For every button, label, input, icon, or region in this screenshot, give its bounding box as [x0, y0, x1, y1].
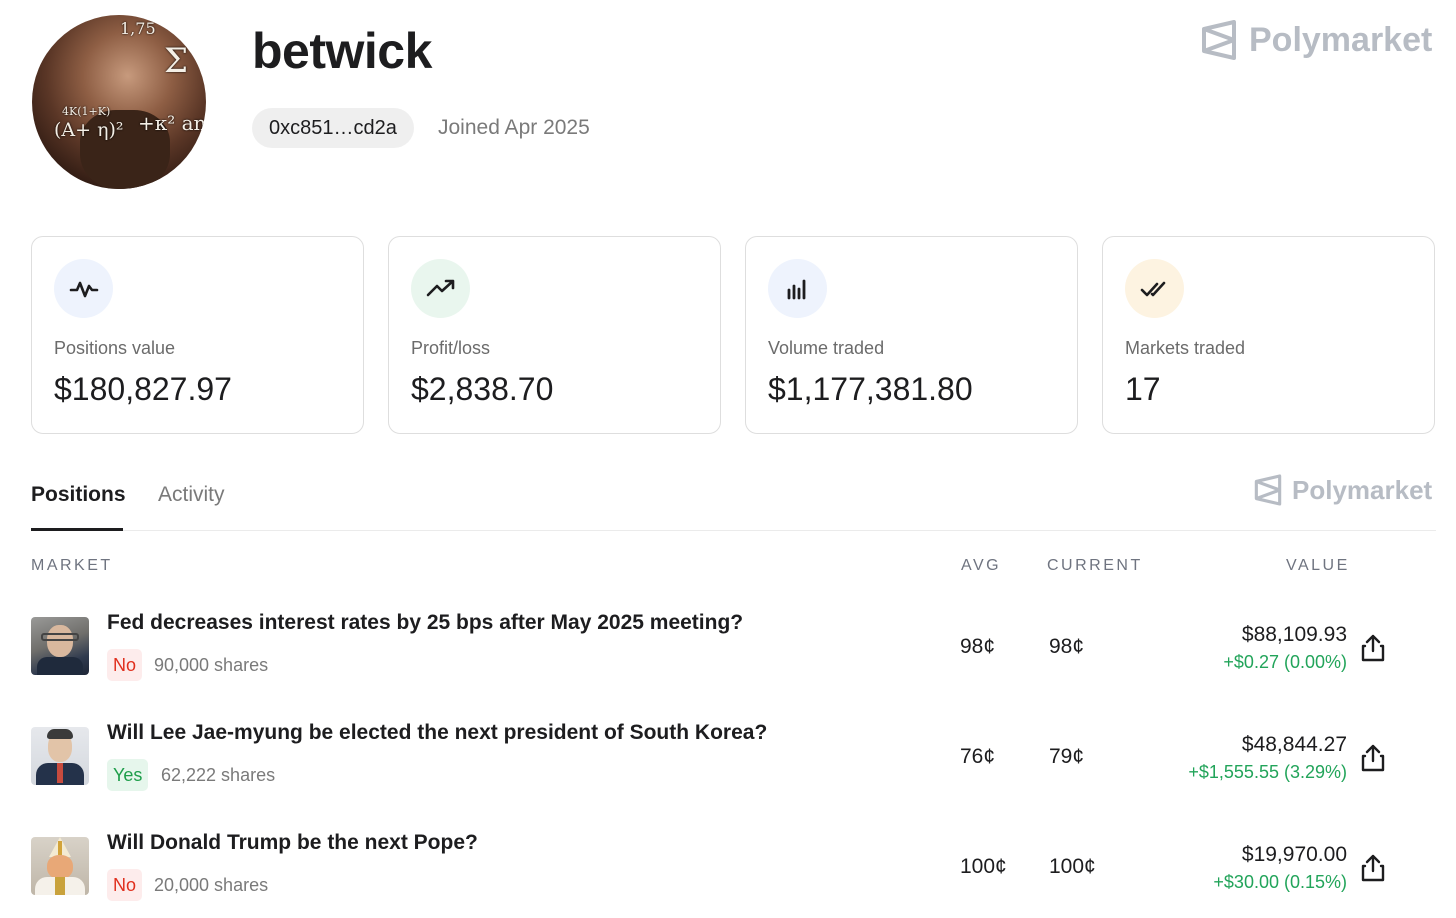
tabs-divider [31, 530, 1436, 531]
column-header-value[interactable]: VALUE [1286, 557, 1350, 574]
trending-up-icon [411, 259, 470, 318]
stat-label: Volume traded [768, 338, 885, 358]
share-icon[interactable] [1359, 633, 1387, 663]
position-row[interactable]: Will Lee Jae-myung be elected the next p… [0, 721, 1456, 837]
bar-chart-icon [768, 259, 827, 318]
market-thumbnail [31, 837, 89, 895]
current-price: 100¢ [1049, 855, 1096, 878]
avatar-equation: +κ² an [138, 111, 206, 135]
avatar-equation: Σ [164, 41, 189, 81]
avg-price: 100¢ [960, 855, 1007, 878]
stat-value: $1,177,381.80 [768, 371, 973, 407]
share-icon[interactable] [1359, 853, 1387, 883]
tab-activity[interactable]: Activity [158, 483, 225, 506]
wallet-address-pill[interactable]: 0xc851…cd2a [252, 108, 414, 148]
polymarket-mark-icon [1254, 474, 1282, 506]
profile-avatar: 1,75 Σ 4K(1+K) (A+ η)² +κ² an [32, 15, 206, 189]
polymarket-wordmark: Polymarket [1249, 20, 1433, 59]
position-value: $19,970.00 [1241, 843, 1347, 866]
stat-label: Markets traded [1125, 338, 1246, 358]
tab-positions[interactable]: Positions [31, 483, 126, 506]
position-change: +$0.27 (0.00%) [1223, 652, 1347, 672]
current-price: 79¢ [1049, 745, 1085, 768]
shares-count: 20,000 shares [154, 875, 269, 895]
market-question[interactable]: Fed decreases interest rates by 25 bps a… [107, 611, 744, 634]
market-thumbnail [31, 617, 89, 675]
shares-count: 62,222 shares [161, 765, 276, 785]
avg-price: 98¢ [960, 635, 996, 658]
stat-value: $180,827.97 [54, 371, 232, 407]
position-change: +$30.00 (0.15%) [1213, 872, 1347, 892]
stat-card-markets-traded: Markets traded 17 [1102, 236, 1435, 434]
username: betwick [252, 23, 432, 79]
stat-value: 17 [1125, 371, 1161, 407]
stat-card-positions-value: Positions value $180,827.97 [31, 236, 364, 434]
polymarket-mark-icon [1202, 20, 1236, 60]
share-icon[interactable] [1359, 743, 1387, 773]
outcome-badge: No [107, 869, 143, 901]
market-question[interactable]: Will Lee Jae-myung be elected the next p… [107, 721, 768, 744]
position-value: $88,109.93 [1241, 623, 1347, 646]
market-question[interactable]: Will Donald Trump be the next Pope? [107, 831, 478, 854]
joined-date: Joined Apr 2025 [438, 116, 590, 139]
current-price: 98¢ [1049, 635, 1085, 658]
polymarket-logo: Polymarket [1254, 474, 1432, 506]
avatar-equation: (A+ η)² [54, 119, 124, 141]
position-change: +$1,555.55 (3.29%) [1188, 762, 1347, 782]
stat-label: Profit/loss [411, 338, 491, 358]
column-header-current[interactable]: CURRENT [1047, 557, 1143, 574]
polymarket-logo: Polymarket [1201, 20, 1432, 60]
stat-card-volume-traded: Volume traded $1,177,381.80 [745, 236, 1078, 434]
stat-card-profit-loss: Profit/loss $2,838.70 [388, 236, 721, 434]
shares-count: 90,000 shares [154, 655, 269, 675]
market-thumbnail [31, 727, 89, 785]
stat-label: Positions value [54, 338, 176, 358]
outcome-badge: Yes [107, 759, 149, 791]
stat-value: $2,838.70 [411, 371, 554, 407]
avg-price: 76¢ [960, 745, 996, 768]
position-row[interactable]: Fed decreases interest rates by 25 bps a… [0, 611, 1456, 727]
avatar-equation: 4K(1+K) [62, 105, 111, 118]
position-row[interactable]: Will Donald Trump be the next Pope? No 2… [0, 831, 1456, 918]
position-value: $48,844.27 [1241, 733, 1347, 756]
outcome-badge: No [107, 649, 143, 681]
column-header-avg[interactable]: AVG [961, 557, 1002, 574]
avatar-beard [80, 110, 170, 189]
avatar-equation: 1,75 [120, 19, 156, 38]
double-check-icon [1125, 259, 1184, 318]
column-header-market[interactable]: MARKET [31, 557, 113, 574]
active-tab-indicator [31, 528, 123, 531]
activity-pulse-icon [54, 259, 113, 318]
polymarket-wordmark: Polymarket [1292, 474, 1433, 505]
